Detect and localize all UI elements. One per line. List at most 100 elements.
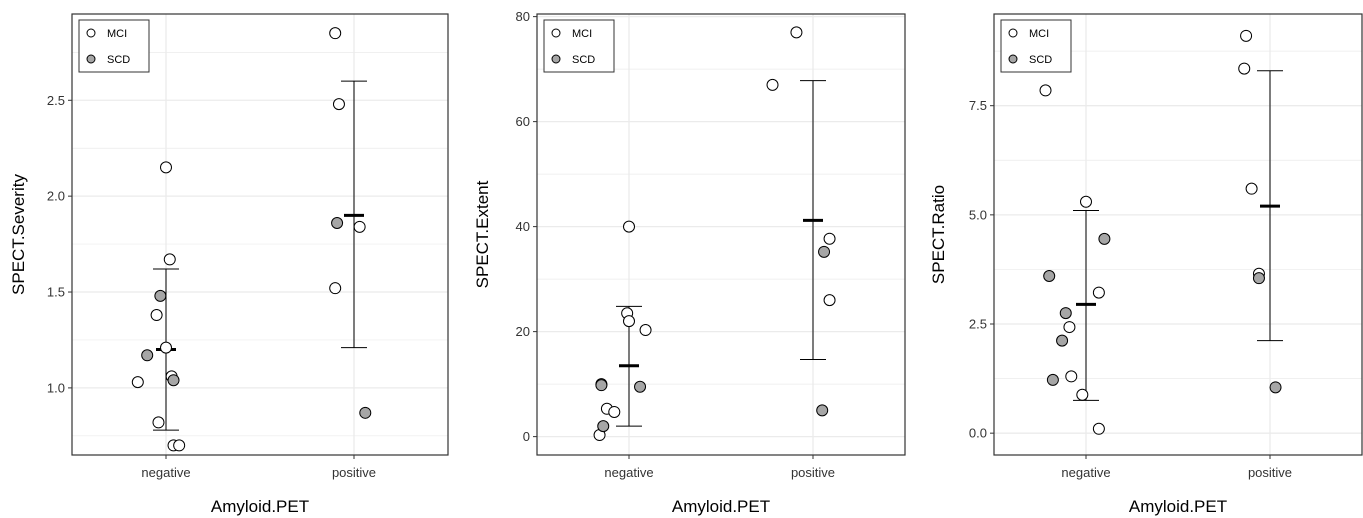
point-mci — [160, 341, 172, 354]
y-tick-label: 0.0 — [969, 426, 987, 441]
x-tick-label: positive — [791, 465, 835, 480]
legend-label-scd: SCD — [572, 54, 595, 66]
point-scd — [1059, 307, 1072, 320]
x-tick-label: negative — [141, 465, 190, 480]
error-bar-negative — [1073, 209, 1099, 401]
y-tick-label: 60 — [516, 114, 530, 129]
point-scd — [1043, 269, 1056, 282]
point-mci — [131, 376, 144, 389]
point-mci — [1063, 321, 1076, 334]
point-mci — [823, 232, 836, 245]
legend: MCI SCD — [1000, 19, 1072, 73]
point-mci — [623, 220, 635, 233]
y-tick-label: 1.5 — [47, 285, 65, 300]
point-mci — [353, 220, 366, 233]
legend-marker-scd — [551, 54, 561, 64]
point-mci — [329, 27, 342, 40]
point-scd — [818, 245, 831, 258]
point-scd — [1269, 381, 1282, 394]
legend-label-mci: MCI — [572, 28, 592, 40]
y-tick-label: 2.5 — [969, 317, 987, 332]
point-mci — [1245, 182, 1258, 195]
point-scd — [816, 404, 829, 417]
x-tick-label: negative — [1061, 465, 1110, 480]
x-tick-label: positive — [1248, 465, 1292, 480]
plot-area — [72, 14, 448, 455]
legend-marker-mci — [86, 28, 96, 38]
point-mci — [1080, 195, 1092, 208]
error-bar-positive — [341, 80, 367, 349]
panel-border — [993, 13, 1363, 456]
plot-area — [537, 14, 905, 455]
point-mci — [1039, 84, 1052, 97]
legend-marker-scd — [1008, 54, 1018, 64]
point-mci — [1076, 388, 1089, 401]
y-tick-label: 2.5 — [47, 93, 65, 108]
x-tick-label: positive — [332, 465, 376, 480]
point-scd — [141, 349, 154, 362]
legend-label-mci: MCI — [107, 28, 127, 40]
legend-label-mci: MCI — [1029, 28, 1049, 40]
panel-border — [71, 13, 449, 456]
point-mci — [329, 282, 342, 295]
chart-panel-1: 1.0 1.5 2.0 2.5 negative positive Amyloid.PET S… — [9, 13, 449, 516]
point-scd — [1252, 272, 1265, 285]
point-mci — [1238, 62, 1251, 75]
point-mci — [332, 98, 345, 111]
y-tick-label: 80 — [516, 9, 530, 24]
point-mci — [1240, 29, 1253, 42]
point-scd — [595, 379, 608, 392]
point-mci — [790, 26, 803, 39]
y-tick-label: 20 — [516, 324, 530, 339]
legend-marker-scd — [86, 54, 96, 64]
point-scd — [331, 216, 344, 229]
point-mci — [150, 309, 163, 322]
y-tick-label: 5.0 — [969, 207, 987, 222]
y-axis-title: SPECT.Extent — [473, 180, 492, 288]
x-axis-title: Amyloid.PET — [672, 497, 770, 516]
y-tick-label: 0 — [523, 429, 530, 444]
legend: MCI SCD — [78, 19, 150, 73]
y-tick-label: 40 — [516, 219, 530, 234]
chart-panel-2: 0 20 40 60 80 negative positive Amyloid.PET SPEC… — [473, 9, 906, 516]
point-scd — [167, 374, 180, 387]
legend-label-scd: SCD — [1029, 54, 1052, 66]
chart-panel-3: 0.0 2.5 5.0 7.5 negative positive Amyloid.PET S… — [929, 13, 1363, 516]
point-mci — [160, 161, 172, 174]
y-tick-label: 1.0 — [47, 380, 65, 395]
error-bar-positive — [800, 80, 826, 360]
legend-marker-mci — [1008, 28, 1018, 38]
point-mci — [608, 405, 621, 418]
legend: MCI SCD — [543, 19, 615, 73]
y-axis-title: SPECT.Ratio — [929, 185, 948, 284]
point-mci — [823, 294, 836, 307]
point-mci — [766, 78, 779, 91]
point-scd — [1056, 334, 1069, 347]
point-mci — [152, 416, 165, 429]
point-mci — [1092, 286, 1105, 299]
error-bar-positive — [1257, 70, 1283, 342]
point-scd — [1046, 373, 1059, 386]
y-tick-label: 2.0 — [47, 189, 65, 204]
point-mci — [163, 253, 176, 266]
plot-area — [994, 14, 1362, 455]
point-scd — [359, 406, 372, 419]
x-axis-title: Amyloid.PET — [211, 497, 309, 516]
point-scd — [634, 380, 647, 393]
point-mci — [173, 439, 186, 452]
point-mci — [623, 315, 635, 328]
x-axis-title: Amyloid.PET — [1129, 497, 1227, 516]
panel-border — [536, 13, 906, 456]
point-scd — [597, 420, 610, 433]
y-axis-title: SPECT.Severity — [9, 174, 28, 295]
point-mci — [1092, 422, 1105, 435]
point-mci — [1065, 370, 1078, 383]
y-tick-label: 7.5 — [969, 98, 987, 113]
legend-label-scd: SCD — [107, 54, 130, 66]
point-scd — [154, 289, 167, 302]
point-mci — [639, 324, 652, 337]
x-tick-label: negative — [604, 465, 653, 480]
point-scd — [1098, 232, 1111, 245]
legend-marker-mci — [551, 28, 561, 38]
